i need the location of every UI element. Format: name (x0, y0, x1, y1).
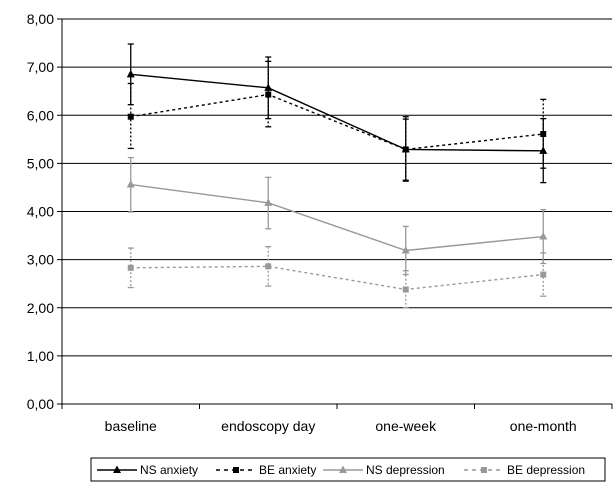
triangle-marker (401, 245, 410, 254)
legend-item: BE anxiety (216, 463, 316, 477)
y-tick-label: 5,00 (27, 155, 54, 171)
y-tick-label: 8,00 (27, 11, 54, 27)
y-tick-label: 6,00 (27, 107, 54, 123)
triangle-marker (126, 180, 135, 188)
x-tick-label: baseline (105, 418, 157, 434)
series-be-depression (127, 245, 547, 309)
series-ns-anxiety (126, 43, 548, 184)
x-tick-labels: baseline endoscopy day one-week one-month (105, 418, 577, 434)
legend-label: BE anxiety (259, 463, 316, 477)
triangle-marker (401, 144, 410, 153)
y-tick-label: 2,00 (27, 300, 54, 316)
triangle-marker (539, 232, 548, 240)
y-tick-label: 3,00 (27, 252, 54, 268)
square-marker (540, 271, 547, 278)
series-ns-depression (126, 156, 548, 276)
series-be-anxiety (127, 60, 547, 181)
series-line (130, 183, 544, 252)
x-tick-label: endoscopy day (221, 418, 315, 434)
y-tick-labels: 0,00 1,00 2,00 3,00 4,00 5,00 6,00 7,00 8,00 (27, 11, 54, 412)
square-marker (127, 113, 134, 120)
triangle-marker (113, 465, 121, 473)
x-tick-label: one-month (510, 418, 577, 434)
square-marker (265, 263, 272, 270)
y-tick-label: 0,00 (27, 396, 54, 412)
triangle-marker (339, 465, 347, 473)
y-tick-label: 4,00 (27, 204, 54, 220)
series-line (130, 93, 544, 151)
square-marker (233, 467, 239, 473)
triangle-marker (126, 69, 135, 78)
x-tick-label: one-week (375, 418, 437, 434)
series-line (130, 265, 544, 291)
y-tick-label: 7,00 (27, 59, 54, 75)
legend-label: NS depression (366, 463, 445, 477)
y-tick-label: 1,00 (27, 348, 54, 364)
square-marker (481, 467, 487, 473)
legend-item: NS anxiety (97, 463, 198, 477)
axes (61, 19, 612, 405)
triangle-marker (539, 146, 548, 154)
legend-label: BE depression (507, 463, 585, 477)
square-marker (127, 264, 134, 271)
legend-label: NS anxiety (140, 463, 198, 477)
legend-item: NS depression (323, 463, 445, 477)
triangle-marker (264, 198, 273, 206)
grid-lines (57, 18, 613, 409)
square-marker (402, 286, 409, 293)
series-line (130, 73, 544, 152)
series-group (126, 43, 548, 309)
triangle-marker (264, 83, 273, 91)
legend: NS anxiety BE anxiety NS depression BE depr… (90, 457, 606, 482)
legend-item: BE depression (464, 463, 585, 477)
